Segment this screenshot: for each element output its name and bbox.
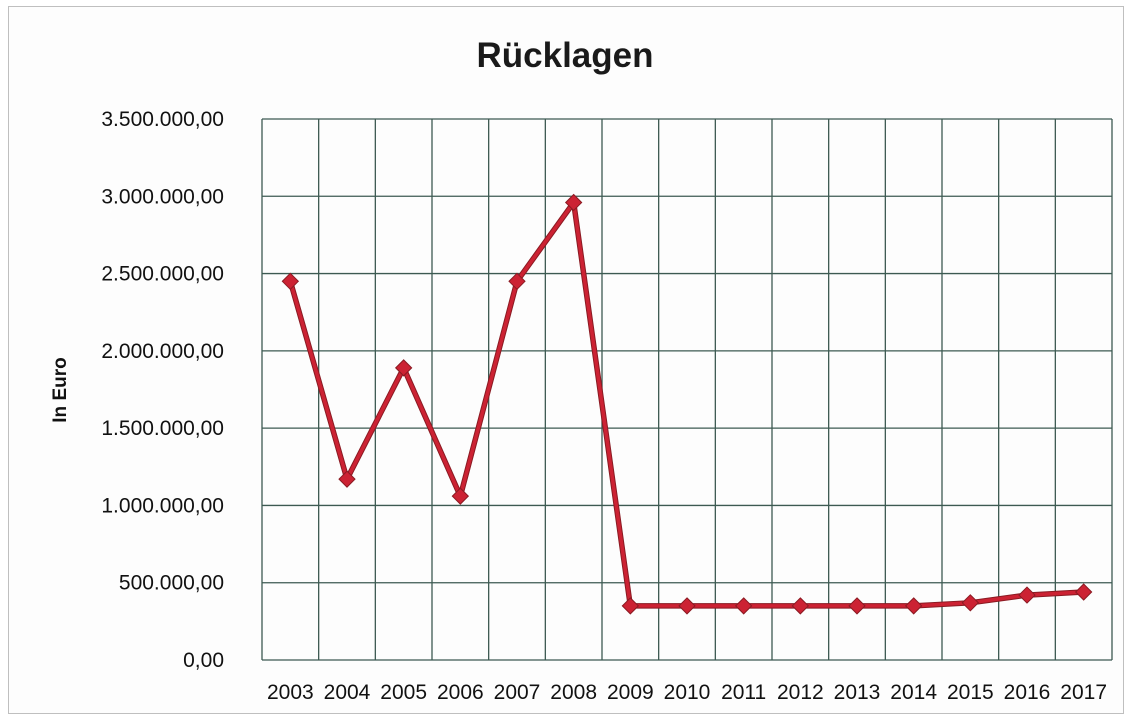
- chart-title: Rücklagen: [476, 36, 654, 75]
- y-axis-ticks: 0,00 500.000,00 1.000.000,00 1.500.000,00 2.…: [101, 108, 224, 672]
- y-tick-label: 500.000,00: [119, 572, 224, 595]
- data-point-marker: [394, 359, 413, 377]
- x-axis-ticks: 2003 2004 2005 2006 2007 2008 2009 2010 2011 2012…: [267, 681, 1107, 704]
- x-tick-label: 2017: [1060, 681, 1107, 704]
- y-tick-label: 3.000.000,00: [101, 185, 224, 208]
- data-point-marker: [791, 597, 810, 615]
- data-point-marker: [1074, 583, 1093, 601]
- y-tick-label: 3.500.000,00: [101, 108, 224, 131]
- x-tick-label: 2004: [324, 681, 371, 704]
- data-point-marker: [678, 597, 696, 615]
- x-tick-label: 2006: [437, 681, 484, 704]
- x-tick-label: 2008: [550, 681, 597, 704]
- y-tick-label: 1.000.000,00: [101, 494, 224, 517]
- x-tick-label: 2011: [721, 681, 766, 704]
- grid-lines: [261, 118, 1113, 661]
- x-tick-label: 2013: [834, 681, 881, 704]
- data-point-marker: [281, 272, 300, 291]
- series-layer: [281, 193, 1093, 615]
- data-point-marker: [621, 597, 640, 615]
- data-point-marker: [961, 594, 980, 612]
- data-point-marker: [1018, 586, 1036, 604]
- y-tick-label: 1.500.000,00: [101, 417, 224, 440]
- x-tick-label: 2016: [1004, 681, 1051, 704]
- series-line: [288, 200, 1084, 608]
- chart-frame: [8, 6, 1124, 714]
- data-point-marker: [338, 470, 356, 488]
- x-tick-label: 2015: [947, 681, 994, 704]
- data-point-marker: [904, 597, 923, 615]
- x-tick-label: 2007: [494, 681, 541, 704]
- y-tick-label: 2.000.000,00: [101, 340, 224, 363]
- x-tick-label: 2003: [267, 681, 314, 704]
- series-line-shadow: [287, 199, 1084, 609]
- y-tick-label: 0,00: [183, 649, 224, 672]
- x-tick-label: 2009: [607, 681, 654, 704]
- data-point-marker: [734, 597, 753, 615]
- y-tick-label: 2.500.000,00: [101, 263, 224, 286]
- data-point-marker: [451, 487, 470, 505]
- x-tick-label: 2014: [890, 681, 937, 704]
- y-axis-label: In Euro: [50, 357, 71, 422]
- data-point-marker: [508, 272, 526, 291]
- data-point-marker: [564, 193, 583, 212]
- x-tick-label: 2012: [777, 681, 824, 704]
- x-tick-label: 2005: [380, 681, 427, 704]
- x-tick-label: 2010: [664, 681, 711, 704]
- data-point-marker: [848, 597, 866, 615]
